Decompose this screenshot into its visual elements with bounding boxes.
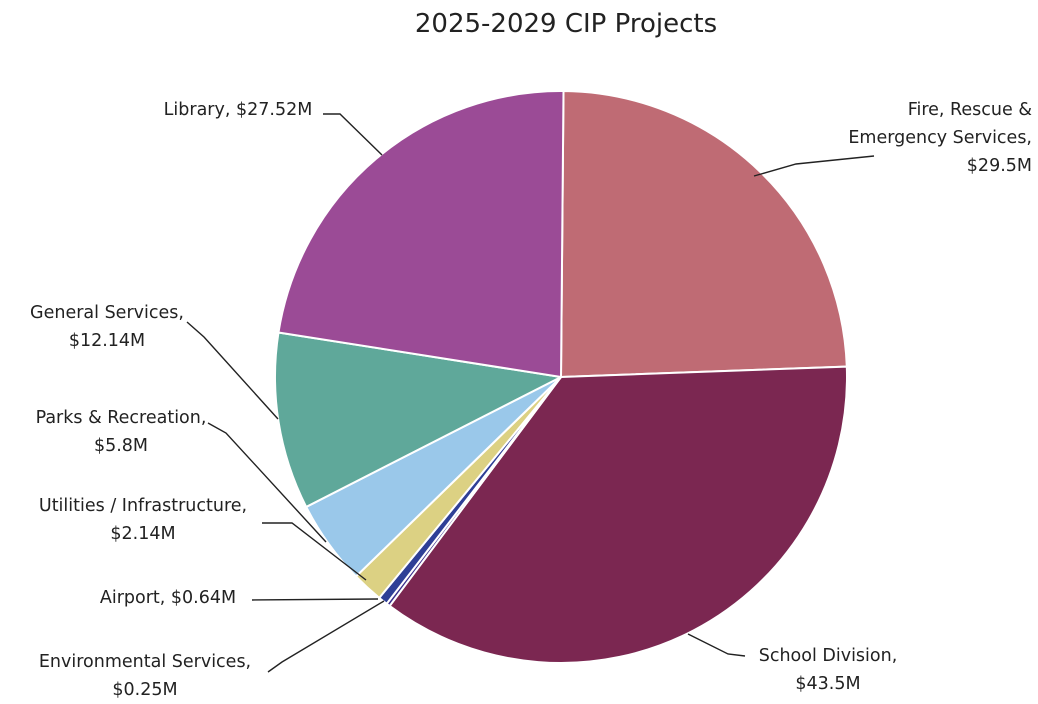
data-label-line: General Services, [30, 303, 184, 323]
data-label: General Services, $12.14M [30, 303, 184, 351]
data-label-line: Environmental Services, [39, 652, 251, 672]
data-label: Fire, Rescue & Emergency Services, $29.5M [848, 100, 1032, 176]
chart-title: 2025-2029 CIP Projects [415, 9, 717, 39]
pie-slice-fire-rescue-emergency-services [559, 90, 848, 379]
leader-line [186, 321, 279, 420]
leader-line [267, 600, 385, 673]
leader-line [687, 633, 746, 657]
data-label-line: Airport, $0.64M [100, 588, 236, 608]
data-label-line: Parks & Recreation, [36, 408, 207, 428]
data-label-line: $29.5M [967, 156, 1032, 176]
leader-line [251, 598, 379, 601]
data-label-line: Utilities / Infrastructure, [39, 496, 247, 516]
data-label-line: Library, $27.52M [164, 100, 313, 120]
leader-line [753, 155, 875, 177]
data-label: School Division, $43.5M [759, 646, 898, 694]
leader-line [323, 113, 383, 156]
data-label-line: $2.14M [110, 524, 175, 544]
data-label-line: School Division, [759, 646, 898, 666]
pie-slice-library [277, 90, 565, 379]
data-label-line: $5.8M [94, 436, 148, 456]
data-label-line: $43.5M [795, 674, 860, 694]
data-label: Utilities / Infrastructure, $2.14M [39, 496, 247, 544]
data-label-line: $12.14M [69, 331, 145, 351]
data-label: Airport, $0.64M [100, 588, 236, 608]
pie-slice-school-division [388, 365, 848, 664]
data-label-line: Emergency Services, [848, 128, 1032, 148]
leader-line [207, 422, 327, 543]
data-label-line: Fire, Rescue & [908, 100, 1033, 120]
pie-slice-general-services [274, 331, 565, 509]
data-label: Parks & Recreation, $5.8M [36, 408, 207, 456]
data-label: Environmental Services, $0.25M [39, 652, 251, 700]
data-label-line: $0.25M [112, 680, 177, 700]
data-label: Library, $27.52M [164, 100, 313, 120]
leader-line [262, 522, 367, 581]
